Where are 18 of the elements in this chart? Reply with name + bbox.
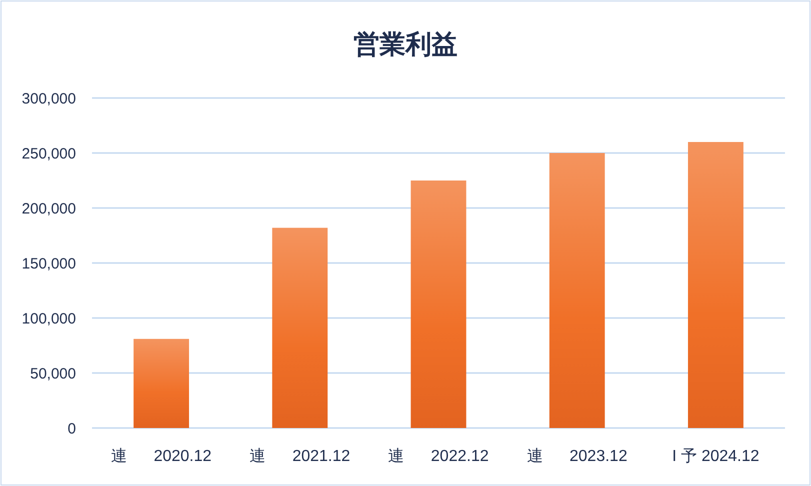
bar	[688, 142, 744, 428]
bar	[272, 228, 328, 428]
bar	[134, 338, 190, 428]
x-tick-label: 連 2021.12	[250, 447, 350, 465]
y-tick-label: 100,000	[22, 310, 76, 328]
bar	[549, 153, 605, 428]
y-tick-label: 300,000	[22, 90, 76, 108]
bar	[410, 180, 466, 428]
x-tick-label: 連 2023.12	[526, 447, 628, 465]
x-tick-label: 連 2022.12	[388, 447, 489, 465]
y-tick-label: 250,000	[22, 145, 76, 162]
y-tick-label: 50,000	[30, 365, 76, 382]
y-tick-label: 200,000	[22, 200, 76, 218]
y-tick-label: 150,000	[22, 255, 76, 272]
x-tick-label: 連 2020.12	[111, 447, 212, 465]
x-tick-label: I 予 2024.12	[672, 448, 760, 465]
chart-title: 営業利益	[354, 29, 458, 59]
y-tick-label: 0	[68, 420, 76, 438]
